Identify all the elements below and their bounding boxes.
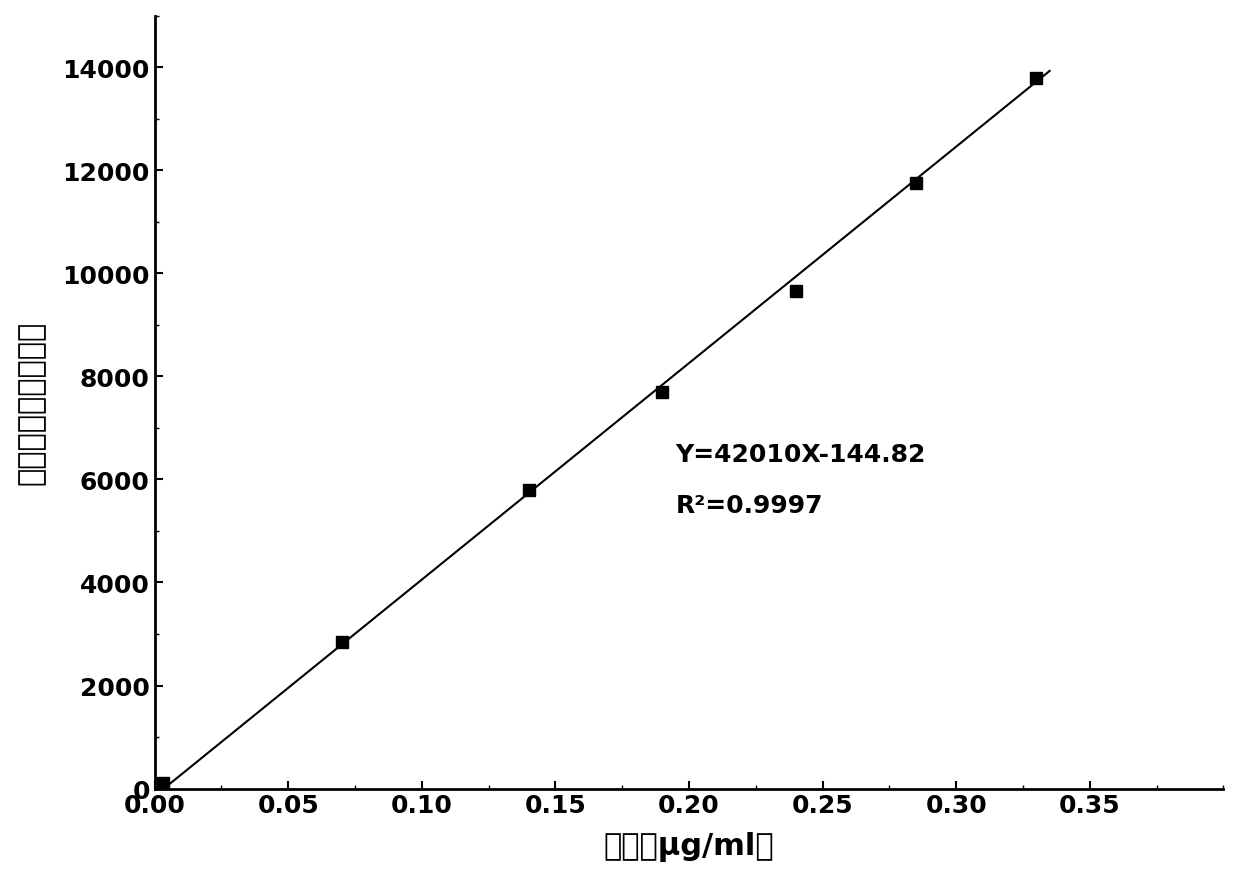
Text: R²=0.9997: R²=0.9997: [676, 493, 823, 518]
Text: Y=42010X-144.82: Y=42010X-144.82: [676, 443, 926, 466]
Y-axis label: 衍生产物甲烷峰面积: 衍生产物甲烷峰面积: [16, 320, 46, 485]
X-axis label: 浓度（μg/ml）: 浓度（μg/ml）: [604, 831, 774, 861]
